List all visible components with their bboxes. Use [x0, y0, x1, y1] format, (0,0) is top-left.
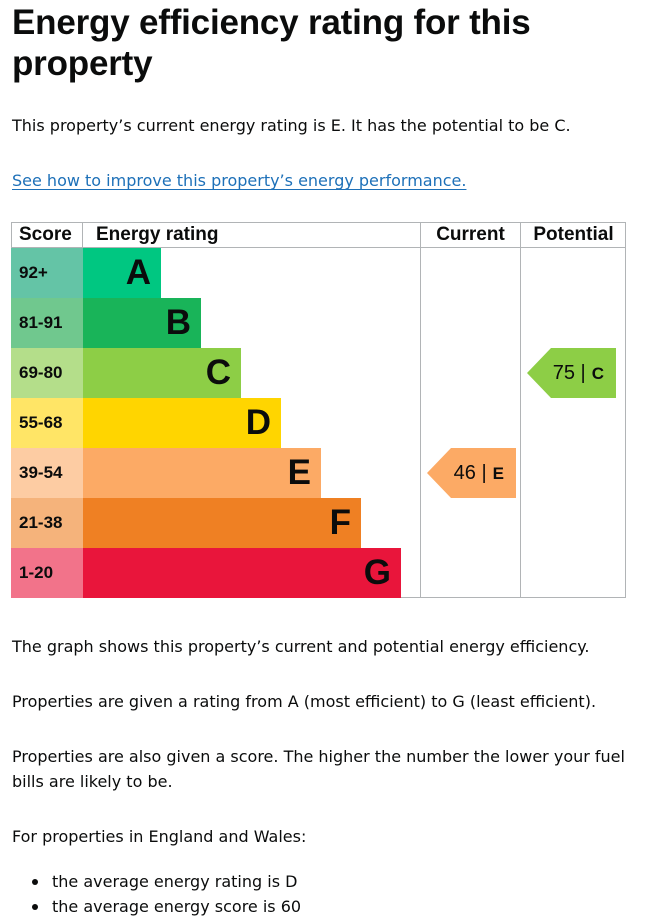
- band-score-g: 1-20: [11, 548, 83, 598]
- potential-score: 75 |: [552, 362, 586, 384]
- band-bar-d: D: [83, 398, 281, 448]
- band-bar-e: E: [83, 448, 321, 498]
- current-rating-marker: 46 | E: [427, 448, 516, 498]
- chart-divider: [420, 222, 421, 598]
- potential-letter: C: [591, 364, 604, 383]
- score-description: Properties are also given a score. The h…: [12, 747, 625, 791]
- band-score-c: 69-80: [11, 348, 83, 398]
- band-bar-f: F: [83, 498, 361, 548]
- chart-divider: [82, 222, 83, 248]
- improve-performance-link[interactable]: See how to improve this property’s energ…: [12, 171, 467, 190]
- chart-header-row: [11, 222, 626, 248]
- band-letter-a: A: [125, 253, 151, 292]
- band-bar-b: B: [83, 298, 201, 348]
- band-bar-a: A: [83, 248, 161, 298]
- averages-list: the average energy rating is D the avera…: [12, 869, 301, 919]
- band-score-a: 92+: [11, 248, 83, 298]
- band-score-f: 21-38: [11, 498, 83, 548]
- graph-description: The graph shows this property’s current …: [12, 637, 590, 656]
- current-letter: E: [492, 464, 504, 483]
- list-item: the average energy score is 60: [12, 894, 301, 919]
- header-potential: Potential: [533, 224, 614, 245]
- band-score-d: 55-68: [11, 398, 83, 448]
- potential-rating-marker: 75 | C: [527, 348, 616, 398]
- intro-text: This property’s current energy rating is…: [12, 116, 571, 135]
- band-letter-f: F: [329, 503, 351, 542]
- list-item: the average energy rating is D: [12, 869, 301, 894]
- page-title: Energy efficiency rating for this proper…: [12, 3, 531, 83]
- current-score: 46 |: [453, 462, 487, 484]
- header-energy-rating: Energy rating: [96, 224, 219, 245]
- band-letter-c: C: [205, 353, 231, 392]
- band-letter-b: B: [165, 303, 191, 342]
- rating-description: Properties are given a rating from A (mo…: [12, 692, 597, 711]
- band-letter-d: D: [245, 403, 271, 442]
- current-rating-label: 46 | E: [427, 448, 516, 499]
- potential-arrow-shape: [527, 348, 616, 398]
- header-score: Score: [19, 224, 72, 245]
- region-description: For properties in England and Wales:: [12, 827, 307, 846]
- energy-rating-chart: Score Energy rating Current Potential 92…: [11, 222, 626, 598]
- current-arrow-shape: [427, 448, 516, 498]
- header-current: Current: [436, 224, 505, 245]
- band-score-e: 39-54: [11, 448, 83, 498]
- band-letter-g: G: [363, 553, 391, 592]
- potential-rating-label: 75 | C: [527, 348, 616, 399]
- band-letter-e: E: [287, 453, 311, 492]
- band-bar-g: G: [83, 548, 401, 598]
- band-score-b: 81-91: [11, 298, 83, 348]
- band-bar-c: C: [83, 348, 241, 398]
- chart-divider: [520, 222, 521, 598]
